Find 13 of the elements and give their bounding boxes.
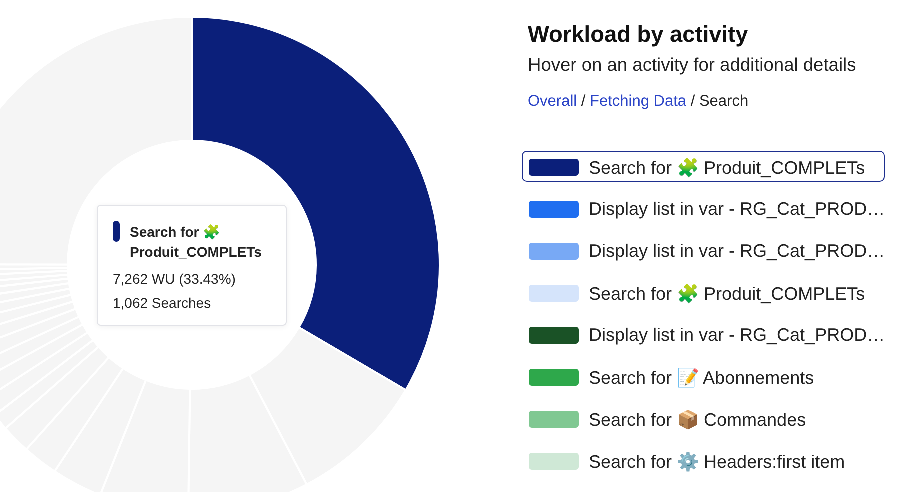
category-label: Search for 🧩 Produit_COMPLETs [589,156,866,179]
text: Hover on an activity for additional details [528,54,856,76]
category-label: Display list in var - RG_Cat_PROD… [589,240,886,262]
category-label: Search for ⚙ Headers:first item [589,450,846,473]
category-label: Search for 📝 Abonnements [589,366,814,389]
text: Overall / Fetching Data / Search [528,93,749,110]
category-label: Display list in var - RG_Cat_PROD… [589,198,886,220]
category-label: Search for 🧩 Produit_COMPLETs [589,282,866,305]
category-label: Display list in var - RG_Cat_PROD… [589,324,886,346]
tooltip-panel: Search for 🧩 Produit_COMPLETs 7,262 WU (33.43%) 1,062 Searches [97,205,287,326]
category-label: Search for 📦 Commandes [589,408,806,431]
legend-label: Search for 🧩 Produit_COMPLETs [130,223,263,262]
text: Workload by activity [528,21,748,48]
